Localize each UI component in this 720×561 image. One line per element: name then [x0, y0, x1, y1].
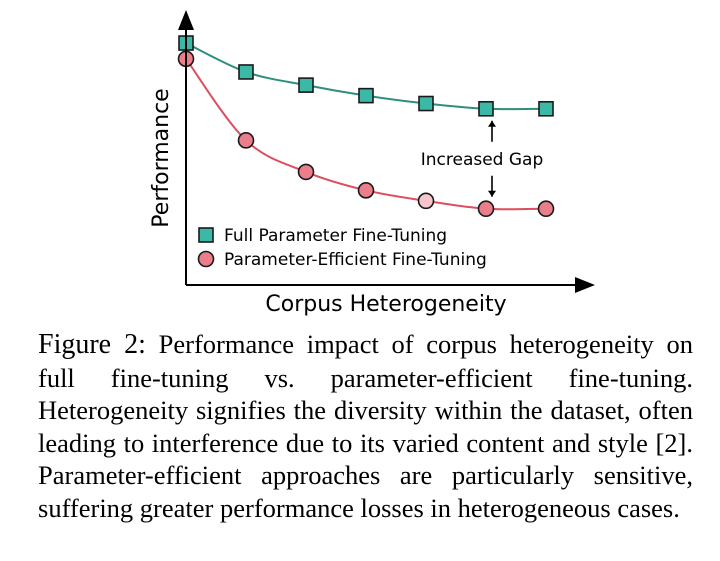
circle-point: [417, 192, 435, 210]
square-point: [238, 64, 254, 80]
gap-arrow-down: [488, 175, 496, 197]
caption-text: Performance impact of corpus heterogenei…: [38, 329, 693, 523]
figure-caption: Figure 2: Performance impact of corpus h…: [38, 328, 693, 524]
series-layer: [177, 35, 555, 218]
square-point: [358, 87, 374, 104]
series-1: [178, 35, 554, 117]
legend-circle-icon: [197, 250, 215, 268]
y-axis-title: Performance: [149, 88, 174, 227]
legend-item-1: Full Parameter Fine-Tuning: [198, 226, 447, 246]
series-2: [177, 50, 555, 218]
legend: Full Parameter Fine-Tuning Parameter-Effi…: [197, 226, 487, 270]
legend-square-icon: [198, 227, 214, 243]
legend-label: Full Parameter Fine-Tuning: [224, 226, 447, 246]
circle-point: [477, 200, 495, 218]
gap-annotation: Increased Gap: [421, 150, 544, 170]
square-point: [538, 100, 554, 117]
legend-label: Parameter-Efficient Fine-Tuning: [224, 250, 487, 270]
circle-point: [297, 163, 315, 181]
chart: Performance Corpus Heterogeneity Increas…: [149, 10, 595, 317]
circle-point: [537, 200, 555, 218]
caption-label: Figure 2:: [38, 329, 146, 360]
square-point: [478, 100, 494, 117]
circle-point: [357, 182, 375, 199]
square-point: [298, 77, 314, 93]
gap-arrow-up: [488, 120, 496, 142]
square-point: [418, 95, 434, 112]
circle-point: [237, 132, 255, 149]
legend-item-2: Parameter-Efficient Fine-Tuning: [197, 250, 487, 270]
x-axis-title: Corpus Heterogeneity: [265, 292, 506, 317]
annotation-layer: Increased Gap: [421, 120, 544, 197]
